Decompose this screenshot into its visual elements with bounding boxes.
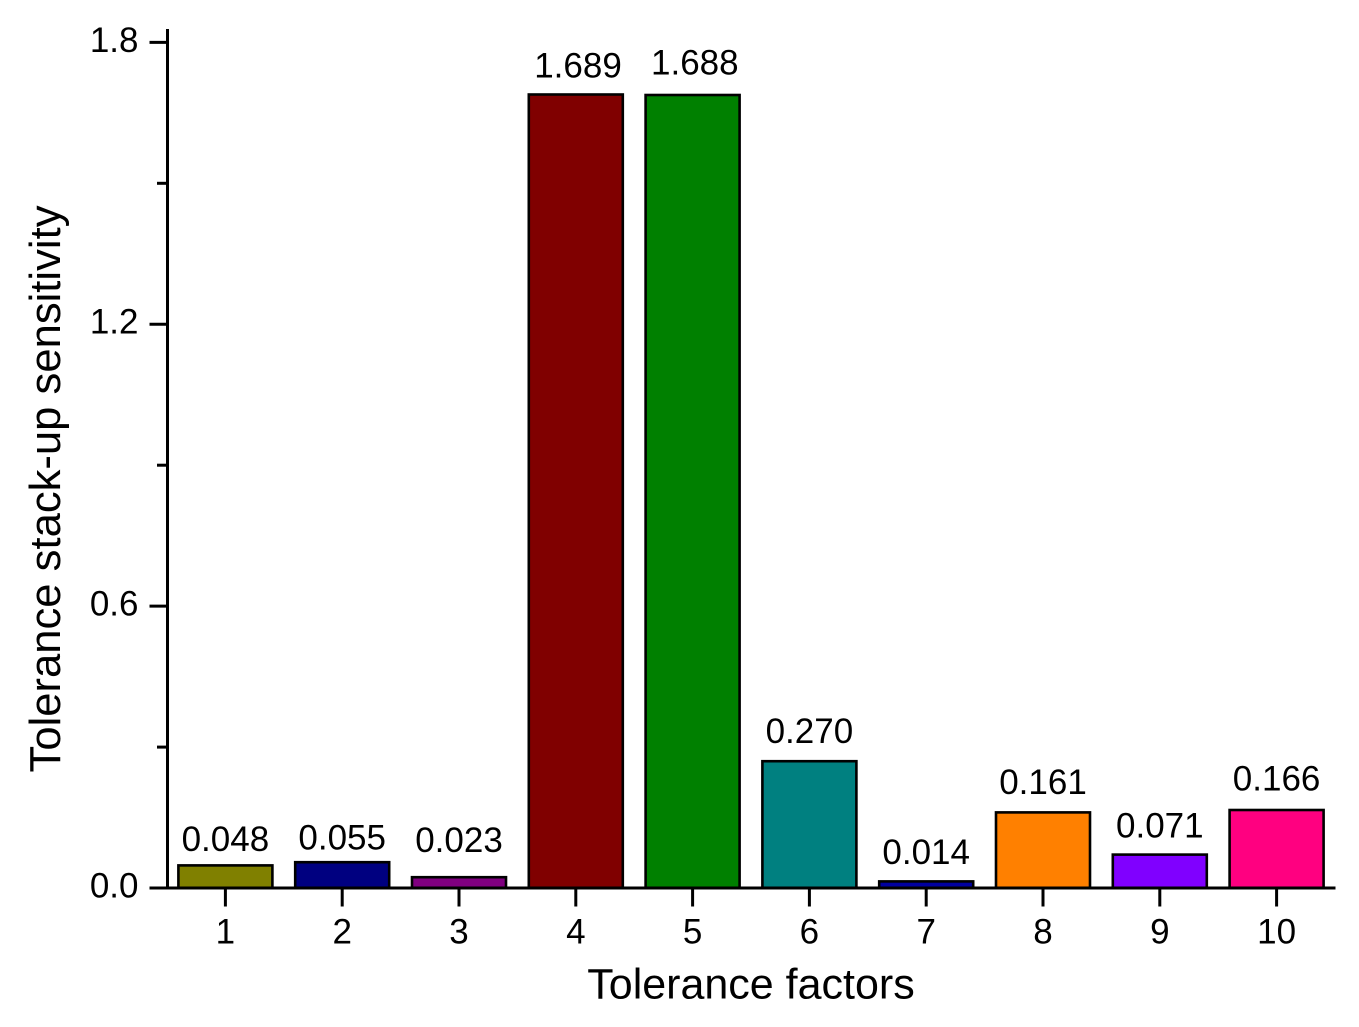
svg-text:4: 4 <box>566 913 585 952</box>
svg-text:Tolerance stack-up sensitivity: Tolerance stack-up sensitivity <box>22 205 70 772</box>
svg-text:1.688: 1.688 <box>651 44 739 83</box>
svg-text:8: 8 <box>1033 913 1052 952</box>
svg-text:0.014: 0.014 <box>882 833 970 872</box>
svg-text:1.2: 1.2 <box>90 303 139 342</box>
svg-text:0.071: 0.071 <box>1116 807 1204 846</box>
svg-text:0.6: 0.6 <box>90 585 139 624</box>
svg-text:2: 2 <box>332 913 351 952</box>
svg-text:1: 1 <box>216 913 235 952</box>
svg-text:Tolerance factors: Tolerance factors <box>587 960 914 1008</box>
svg-text:1.8: 1.8 <box>90 21 139 60</box>
svg-text:0.023: 0.023 <box>415 821 503 860</box>
svg-text:0.048: 0.048 <box>182 820 270 859</box>
svg-text:5: 5 <box>683 913 702 952</box>
svg-text:3: 3 <box>449 913 468 952</box>
svg-text:6: 6 <box>800 913 819 952</box>
svg-text:9: 9 <box>1150 913 1169 952</box>
svg-text:7: 7 <box>916 913 935 952</box>
svg-text:0.166: 0.166 <box>1233 759 1321 798</box>
svg-text:10: 10 <box>1257 913 1296 952</box>
svg-text:0.161: 0.161 <box>999 763 1087 802</box>
svg-text:0.055: 0.055 <box>298 819 386 858</box>
svg-text:0.270: 0.270 <box>766 712 854 751</box>
svg-text:0.0: 0.0 <box>90 867 139 906</box>
svg-text:1.689: 1.689 <box>534 47 622 86</box>
